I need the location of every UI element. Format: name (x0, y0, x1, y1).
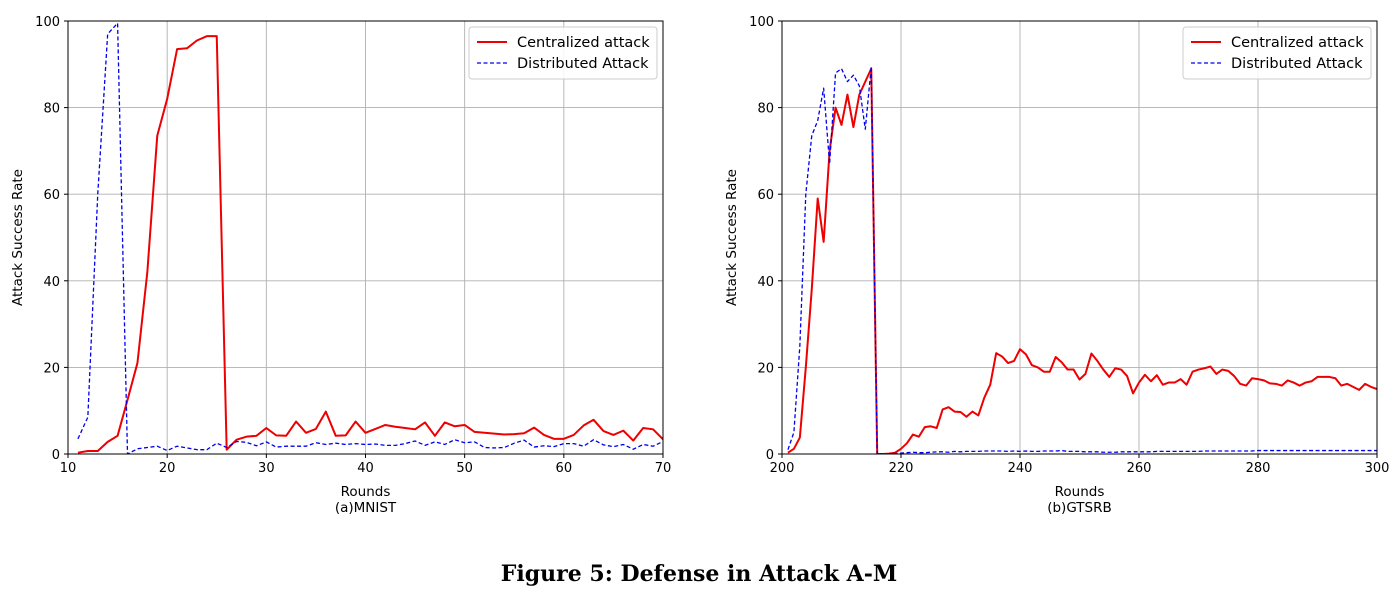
legend: Centralized attack Distributed Attack (468, 26, 658, 80)
chart-panel-mnist: 10 20 30 40 50 60 70 0 20 40 60 80 100 Rounds(a)MNIST… (10, 15, 671, 516)
y-axis-label: Attack Success Rate (10, 169, 26, 306)
legend-label: Distributed Attack (517, 56, 649, 72)
x-tick-label: 10 (60, 461, 77, 476)
y-tick-label: 60 (43, 188, 60, 203)
y-tick-label: 80 (43, 102, 60, 117)
y-tick-label: 80 (757, 102, 774, 117)
distributed-attack-line (787, 65, 1377, 454)
y-tick-label: 60 (757, 188, 774, 203)
x-tick-label: 70 (655, 461, 672, 476)
y-tick-label: 0 (766, 448, 774, 463)
x-tick-label: 260 (1127, 461, 1152, 476)
x-tick-label: 30 (258, 461, 275, 476)
x-tick-label: 200 (770, 461, 795, 476)
x-axis-label: Rounds (1055, 484, 1105, 500)
distributed-attack-line (77, 22, 663, 454)
centralized-attack-line (77, 35, 663, 454)
x-tick-label: 240 (1008, 461, 1033, 476)
x-tick-label: 220 (889, 461, 914, 476)
panel-sublabel: (a)MNIST (335, 500, 397, 516)
x-tick-label: 60 (556, 461, 573, 476)
legend-label: Centralized attack (1231, 35, 1364, 51)
y-tick-label: 40 (757, 275, 774, 290)
y-axis-label: Attack Success Rate (724, 169, 740, 306)
x-tick-label: 40 (357, 461, 374, 476)
x-tick-label: 280 (1246, 461, 1271, 476)
legend-box (468, 26, 658, 80)
x-tick-label: 20 (159, 461, 176, 476)
y-tick-label: 100 (35, 15, 60, 30)
y-tick-label: 40 (43, 275, 60, 290)
legend-label: Centralized attack (517, 35, 650, 51)
y-tick-label: 100 (749, 15, 774, 30)
chart-panel-gtsrb: 200 220 240 260 280 300 0 20 40 60 80 100 Rounds(b)G… (724, 15, 1389, 516)
y-tick-label: 0 (52, 448, 60, 463)
x-tick-label: 300 (1365, 461, 1390, 476)
figure-caption: Figure 5: Defense in Attack A-M (500, 561, 898, 587)
x-axis-label: Rounds (341, 484, 391, 500)
legend-box (1182, 26, 1372, 80)
panel-sublabel: (b)GTSRB (1047, 500, 1112, 516)
axes-frame (781, 20, 1378, 455)
y-tick-label: 20 (43, 361, 60, 376)
x-tick-label: 50 (456, 461, 473, 476)
legend: Centralized attack Distributed Attack (1182, 26, 1372, 80)
y-tick-label: 20 (757, 361, 774, 376)
legend-label: Distributed Attack (1231, 56, 1363, 72)
